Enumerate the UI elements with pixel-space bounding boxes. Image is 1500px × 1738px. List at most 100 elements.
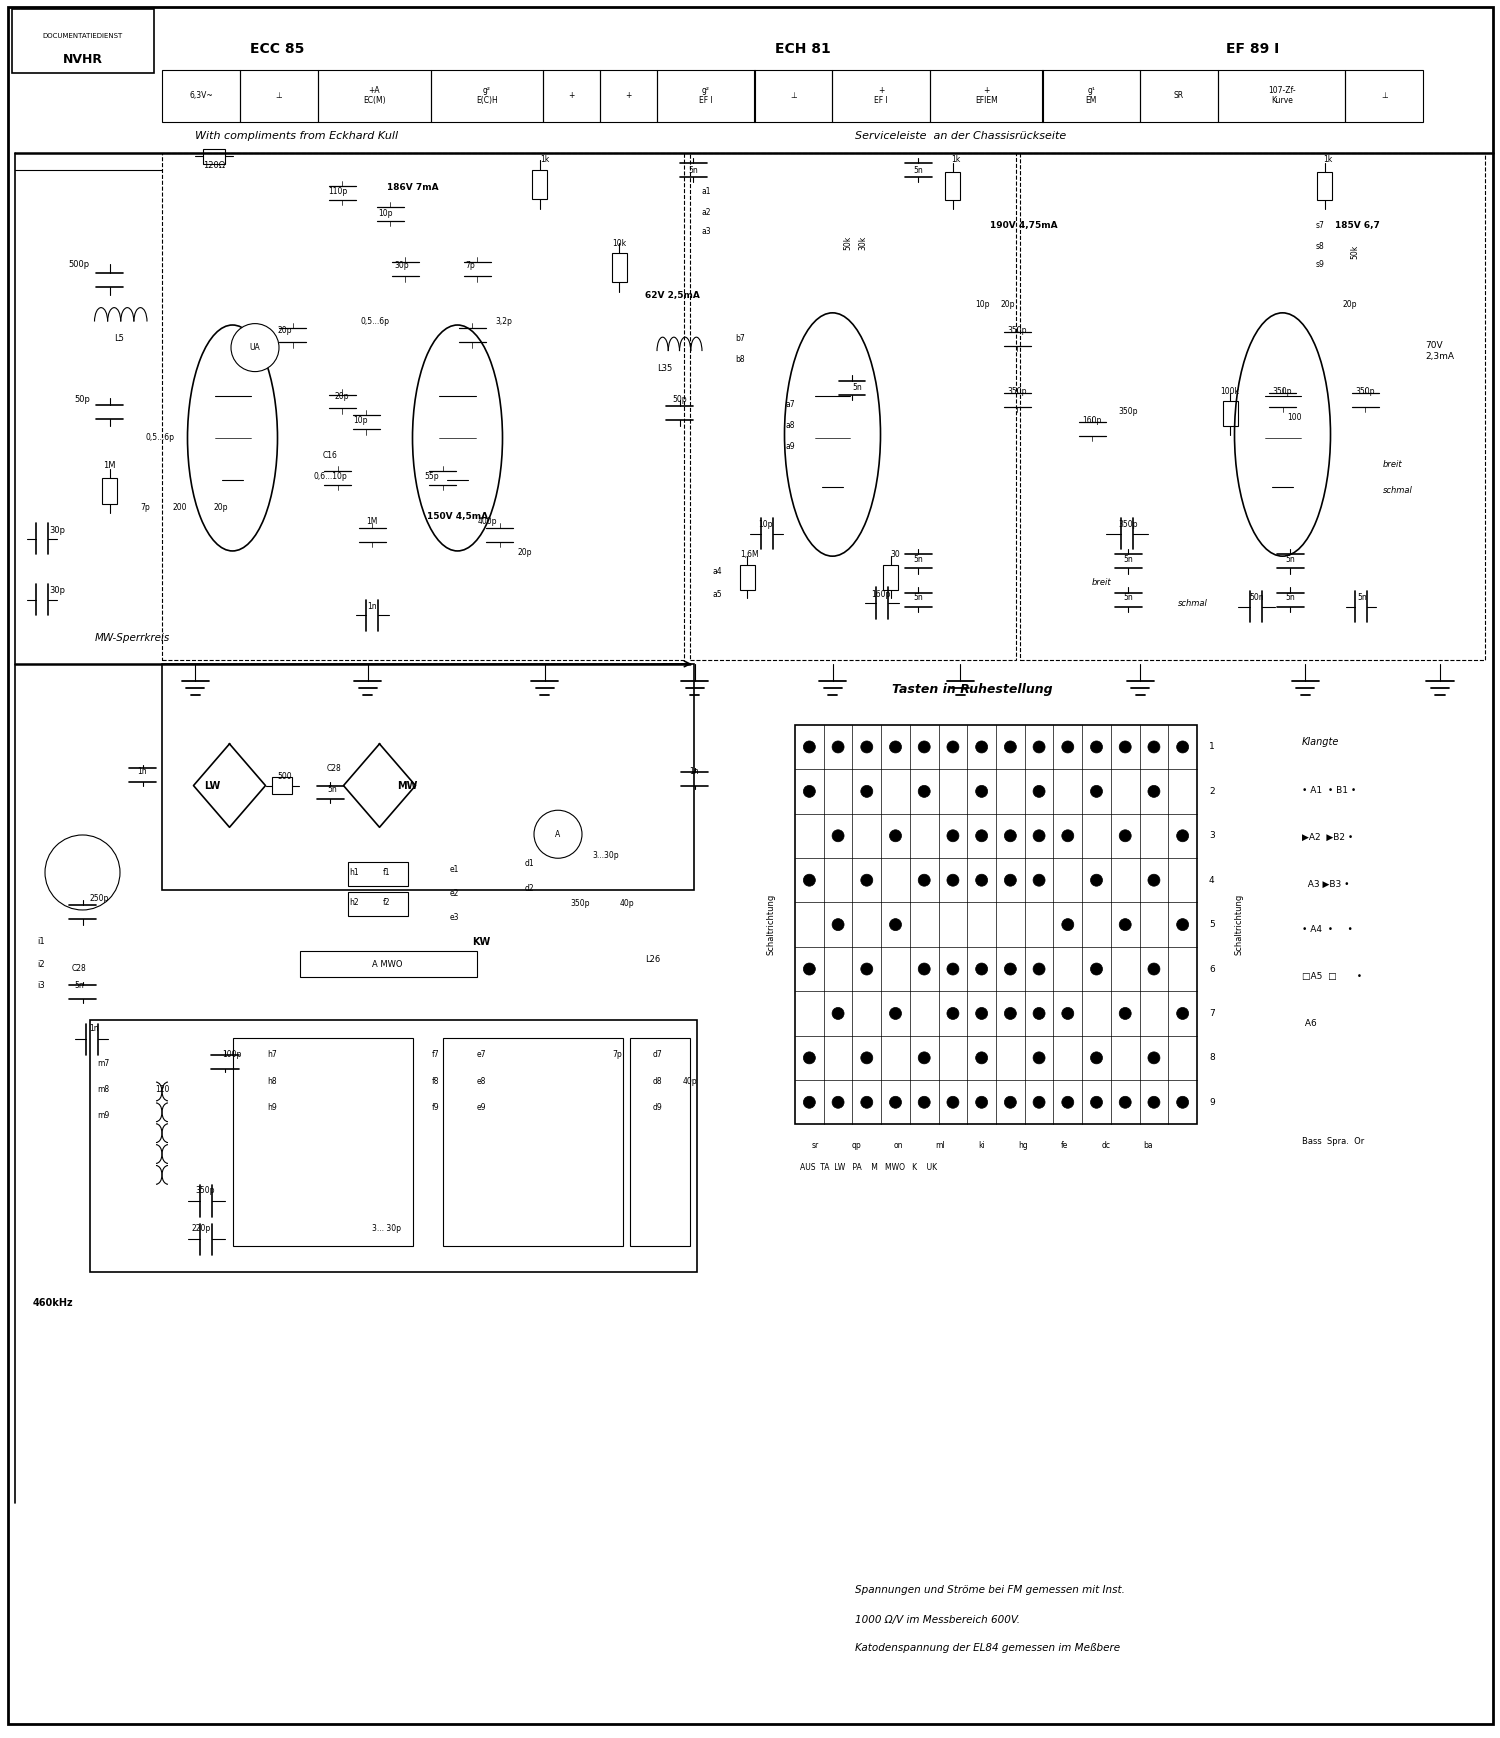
Circle shape (918, 740, 930, 753)
Bar (795, 725, 1197, 1124)
Circle shape (946, 874, 958, 886)
Text: Bass  Spra.  Or: Bass Spra. Or (1302, 1137, 1365, 1147)
Text: 5n: 5n (75, 980, 84, 991)
Text: Katodenspannung der EL84 gemessen im Meßbere: Katodenspannung der EL84 gemessen im Meß… (855, 1642, 1120, 1653)
Text: 50n: 50n (1250, 593, 1264, 603)
Text: C16: C16 (322, 450, 338, 461)
Text: 5n: 5n (1358, 593, 1366, 603)
Text: 7p: 7p (465, 261, 476, 271)
Text: h1: h1 (350, 867, 358, 878)
Circle shape (1148, 963, 1160, 975)
Text: 250p: 250p (90, 893, 110, 904)
Circle shape (1176, 1097, 1188, 1109)
Text: 5n: 5n (1124, 593, 1132, 603)
Bar (318, 70, 430, 122)
Text: 1M: 1M (366, 516, 378, 527)
Text: 350p: 350p (1008, 386, 1026, 396)
Text: DOCUMENTATIEDIENST: DOCUMENTATIEDIENST (42, 33, 123, 40)
Text: 3: 3 (1209, 831, 1215, 839)
Text: dc: dc (1102, 1140, 1112, 1151)
Text: 100: 100 (1287, 412, 1302, 422)
Text: 40p: 40p (682, 1076, 698, 1086)
Circle shape (975, 829, 987, 841)
Bar (612, 254, 627, 282)
Circle shape (1176, 740, 1188, 753)
Text: 5n: 5n (914, 593, 922, 603)
Text: s7: s7 (1316, 221, 1324, 231)
Text: i1: i1 (38, 937, 45, 947)
Text: 5n: 5n (1286, 554, 1294, 565)
Text: 5n: 5n (852, 382, 861, 393)
Text: 55p: 55p (424, 471, 439, 481)
Circle shape (804, 786, 816, 798)
Text: 350p: 350p (570, 899, 590, 909)
Text: d2: d2 (525, 883, 534, 893)
Text: f2: f2 (382, 897, 390, 907)
Text: schmal: schmal (1383, 485, 1413, 495)
Text: breit: breit (1092, 577, 1112, 587)
Text: ECH 81: ECH 81 (774, 42, 831, 56)
Text: b8: b8 (735, 355, 744, 365)
Text: MW: MW (398, 780, 418, 791)
Text: Schaltrichtung: Schaltrichtung (1234, 893, 1244, 956)
Text: 5n: 5n (688, 165, 698, 176)
Text: 7: 7 (1209, 1010, 1215, 1018)
Circle shape (890, 829, 902, 841)
Text: L5: L5 (114, 334, 125, 344)
Circle shape (804, 740, 816, 753)
Text: 50p: 50p (672, 395, 687, 405)
Circle shape (1090, 740, 1102, 753)
Text: +
EFIEM: + EFIEM (975, 85, 998, 106)
Circle shape (804, 1097, 816, 1109)
Text: 500p: 500p (69, 259, 90, 269)
Bar (690, 153, 1016, 660)
Text: 460kHz: 460kHz (33, 1298, 74, 1309)
Circle shape (1034, 1051, 1046, 1064)
Circle shape (861, 1051, 873, 1064)
Text: 220p: 220p (192, 1224, 211, 1234)
Text: fe: fe (1060, 1140, 1068, 1151)
Text: 1,6M: 1,6M (741, 549, 759, 560)
Circle shape (1005, 1097, 1017, 1109)
Text: 6: 6 (1209, 965, 1215, 973)
Text: 1: 1 (1209, 742, 1215, 751)
Circle shape (45, 834, 120, 911)
Text: 350p: 350p (1118, 407, 1137, 417)
Text: f7: f7 (432, 1050, 439, 1060)
Text: 120Ω: 120Ω (204, 160, 225, 170)
Text: 1M: 1M (104, 461, 116, 471)
Circle shape (1062, 740, 1074, 753)
Text: ki: ki (978, 1140, 986, 1151)
Text: sr: sr (812, 1140, 819, 1151)
Text: 20p: 20p (1000, 299, 1016, 309)
Text: 100p: 100p (222, 1050, 242, 1060)
Bar (630, 1038, 690, 1246)
Circle shape (1062, 1008, 1074, 1020)
Text: C28: C28 (72, 963, 87, 973)
Circle shape (861, 963, 873, 975)
Text: a2: a2 (702, 207, 711, 217)
Text: breit: breit (1383, 459, 1402, 469)
Text: d1: d1 (525, 859, 534, 869)
Text: b7: b7 (735, 334, 744, 344)
Circle shape (861, 874, 873, 886)
Text: 5: 5 (1209, 919, 1215, 930)
Text: 4: 4 (1209, 876, 1215, 885)
Bar (90, 1020, 698, 1272)
Circle shape (1090, 786, 1102, 798)
Text: ▶A2  ▶B2 •: ▶A2 ▶B2 • (1302, 833, 1353, 843)
Circle shape (918, 963, 930, 975)
Text: L35: L35 (657, 363, 672, 374)
Text: 10p: 10p (352, 415, 368, 426)
Bar (1042, 70, 1140, 122)
Circle shape (1062, 919, 1074, 930)
Text: h9: h9 (267, 1102, 276, 1112)
Bar (102, 478, 117, 504)
Circle shape (861, 1097, 873, 1109)
Text: 107-Zf-
Kurve: 107-Zf- Kurve (1268, 85, 1296, 106)
Circle shape (946, 829, 958, 841)
Text: a9: a9 (786, 441, 795, 452)
Text: 1k: 1k (951, 155, 960, 165)
Text: h7: h7 (267, 1050, 276, 1060)
Circle shape (804, 963, 816, 975)
